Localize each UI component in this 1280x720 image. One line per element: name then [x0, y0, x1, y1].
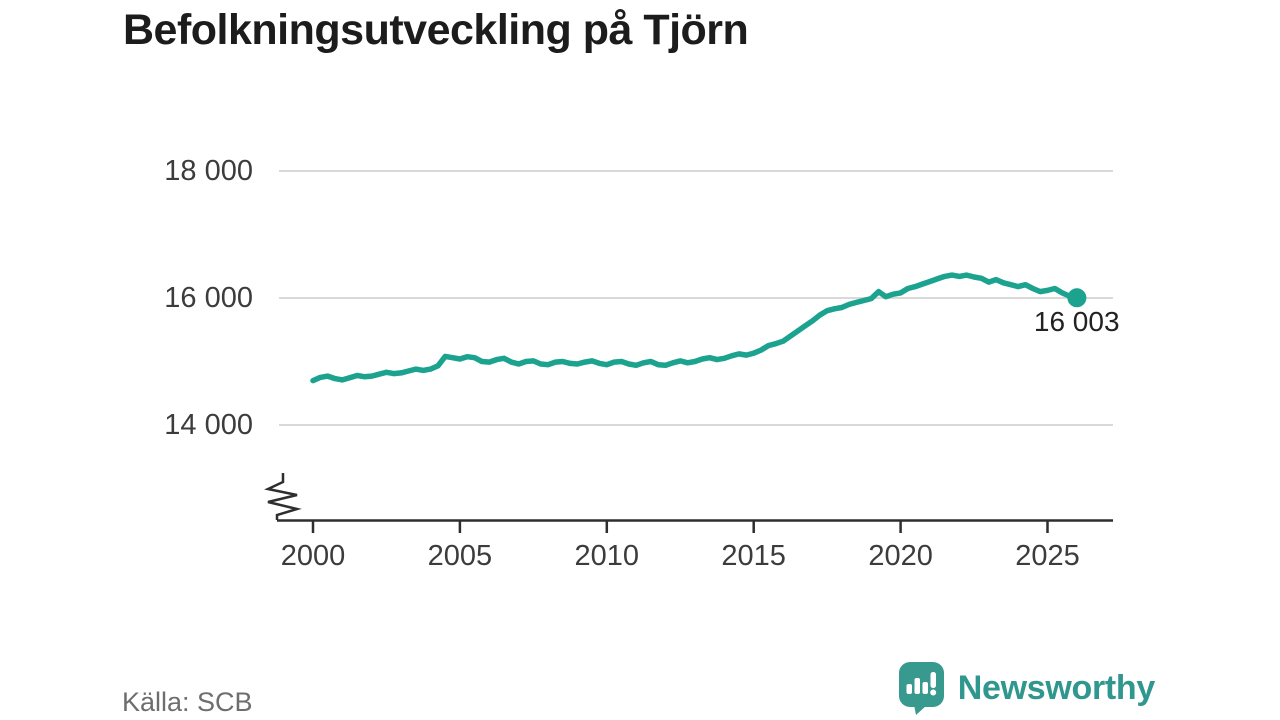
x-axis-tick-label: 2025 — [1015, 540, 1080, 572]
newsworthy-bubble-icon — [898, 662, 944, 715]
x-axis-tick-label: 2010 — [574, 540, 640, 572]
x-axis-tick-label: 2015 — [721, 540, 786, 572]
newsworthy-logo: Newsworthy — [898, 661, 1155, 716]
y-axis-tick-label: 16 000 — [164, 282, 253, 314]
axis-break-icon — [264, 473, 302, 520]
population-line — [310, 272, 1080, 384]
end-point-dot — [1067, 288, 1087, 308]
source-note: Källa: SCB — [122, 687, 253, 717]
newsworthy-wordmark: Newsworthy — [957, 669, 1156, 707]
y-axis-tick-label: 18 000 — [164, 155, 253, 187]
x-axis-tick-label: 2000 — [280, 540, 346, 572]
chart-title: Befolkningsutveckling på Tjörn — [123, 6, 749, 54]
y-axis-tick-label: 14 000 — [164, 409, 253, 441]
end-value-label: 16 003 — [1033, 305, 1120, 337]
x-axis-tick-label: 2005 — [427, 540, 493, 572]
x-axis-tick-label: 2020 — [868, 540, 933, 572]
